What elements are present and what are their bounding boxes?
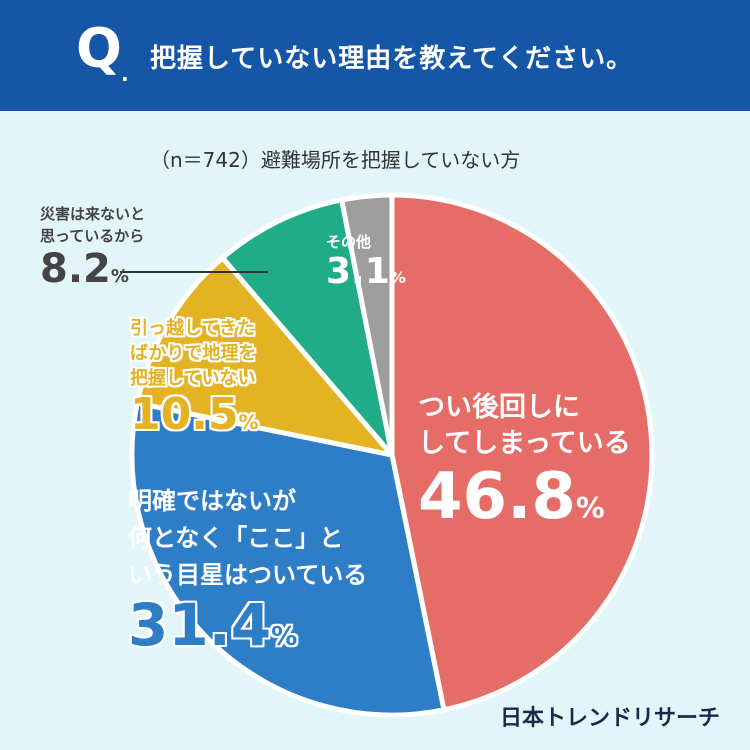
slice-value-procrastinating: 46.8% (418, 460, 605, 534)
q-dot: . (121, 62, 129, 86)
pie-slice-no-disaster (220, 197, 395, 458)
question-text: 把握していない理由を教えてください。 (150, 44, 634, 74)
slice-label-line: 明確ではないが (128, 487, 296, 515)
pie-slice-recently-moved (134, 255, 395, 458)
brand-logo: 日本トレンドリサーチ (499, 706, 720, 731)
slice-value-no-disaster: 8.2% (40, 246, 129, 292)
pie-slice-rough-idea (129, 400, 447, 718)
slice-label-line: 災害は来ないと (40, 205, 146, 223)
chart-subtitle: （n＝742）避難場所を把握していない方 (150, 148, 521, 172)
slice-label-line: 把握していない (130, 368, 256, 389)
slice-label-line: ばかりで地理を (130, 343, 257, 364)
slice-value-recently-moved: 10.5% (130, 389, 259, 440)
slice-label-line: その他 (326, 233, 372, 251)
slice-label-other: その他 3.1% (326, 232, 406, 298)
slice-label-line: いう目星はついている (128, 561, 368, 589)
question-banner: Q . 把握していない理由を教えてください。 (0, 0, 750, 111)
slice-value-other: 3.1% (326, 251, 407, 292)
slice-label-recently-moved: 引っ越してきた ばかりで地理を 把握していない 10.5% (130, 316, 258, 447)
slice-label-line: してしまっている (418, 428, 631, 459)
pie-slice-other (339, 192, 395, 458)
slice-label-line: 思っているから (40, 227, 145, 245)
slice-label-line: つい後回しに (418, 392, 580, 423)
slice-label-procrastinating: つい後回しにしてしまっている 46.8% (418, 390, 631, 543)
pie-slice-procrastinating (389, 192, 655, 713)
slice-label-no-disaster: 災害は来ないと 思っているから 8.2% (40, 203, 145, 299)
slice-label-line: 何となく「ここ」と (128, 524, 344, 552)
slice-label-line: 引っ越してきた (130, 318, 255, 339)
q-icon: Q (76, 17, 122, 80)
slice-label-rough-idea: 明確ではないが何となく「ここ」と いう目星はついている 31.4% (128, 483, 367, 670)
slice-value-rough-idea: 31.4% (128, 591, 298, 659)
